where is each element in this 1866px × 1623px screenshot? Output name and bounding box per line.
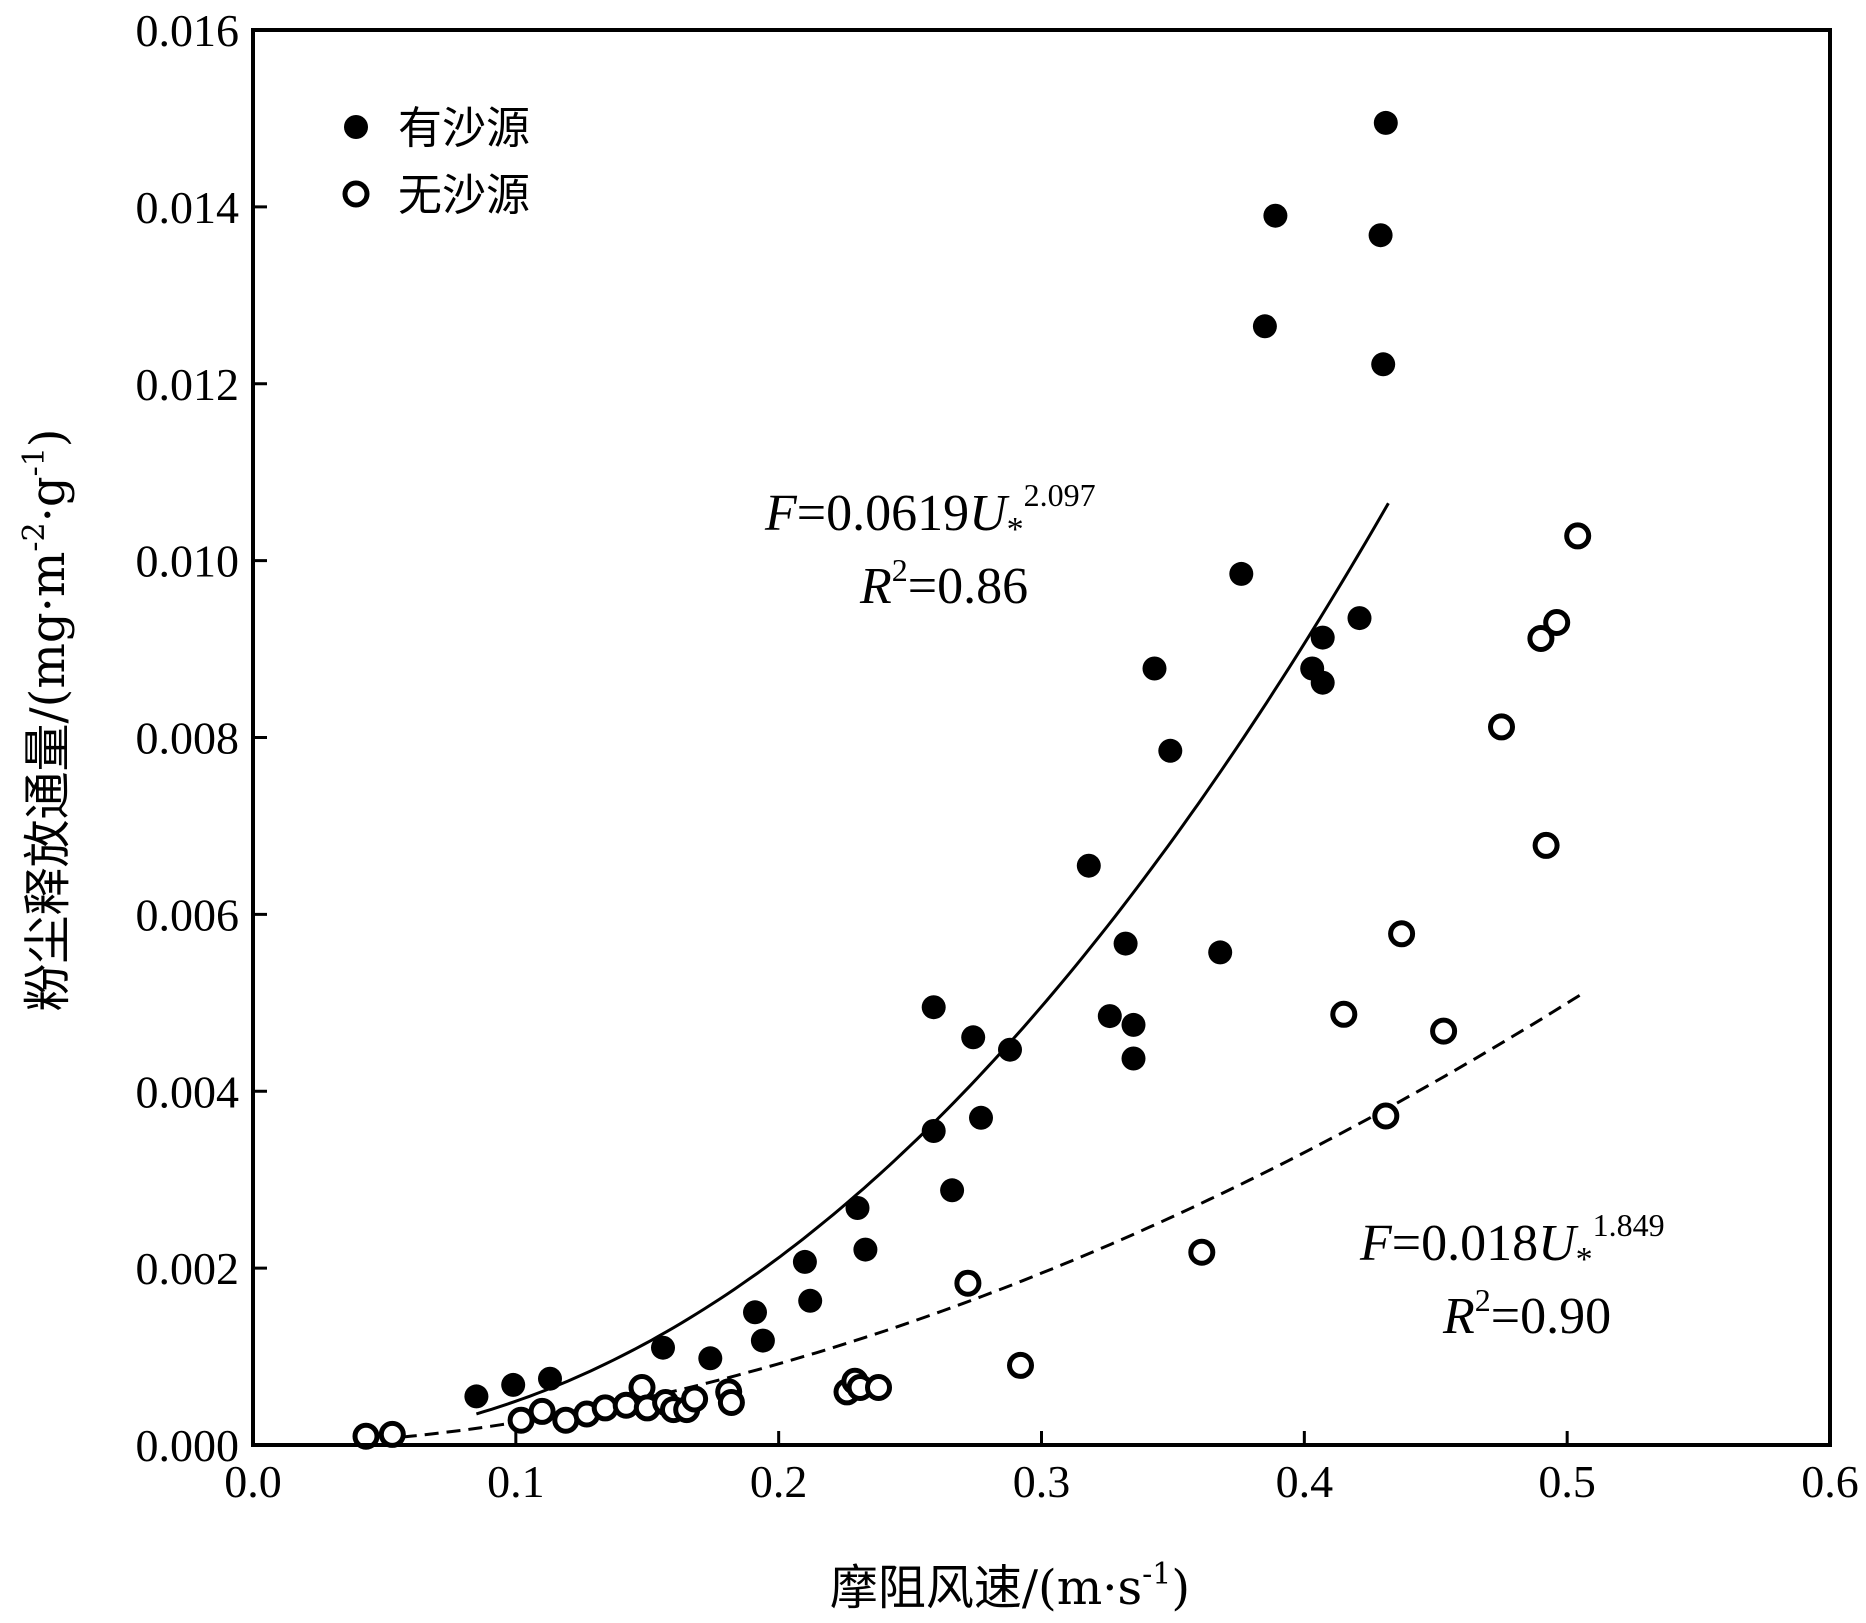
data-point-series-2	[1488, 713, 1515, 741]
data-point-series-2	[528, 1397, 556, 1425]
data-point-series-1	[940, 1178, 965, 1203]
x-tick-label: 0.3	[1013, 1456, 1071, 1507]
y-tick-label: 0.010	[136, 536, 240, 587]
data-point-series-1	[1310, 625, 1335, 650]
y-tick-label: 0.016	[136, 5, 240, 56]
y-tick-label: 0.012	[136, 359, 240, 410]
data-point-series-2	[1188, 1238, 1216, 1266]
data-point-series-1	[1113, 931, 1138, 956]
data-point-series-1	[538, 1366, 562, 1391]
data-point-series-2	[717, 1389, 745, 1416]
data-point-series-2	[681, 1385, 709, 1413]
data-point-series-1	[961, 1025, 986, 1050]
data-point-series-2	[1532, 831, 1560, 859]
data-point-series-1	[921, 995, 946, 1020]
data-point-series-1	[1347, 606, 1372, 631]
fit-curve-1	[475, 502, 1390, 1416]
data-point-series-1	[1252, 314, 1277, 339]
data-point-series-2	[1430, 1017, 1458, 1045]
data-point-series-1	[998, 1037, 1022, 1062]
data-point-series-2	[1543, 609, 1571, 636]
data-point-series-1	[845, 1196, 870, 1220]
data-point-series-1	[921, 1119, 946, 1143]
data-point-series-1	[1263, 203, 1288, 228]
data-point-series-1	[651, 1335, 675, 1360]
data-point-series-2	[1007, 1351, 1034, 1379]
y-tick-label: 0.000	[136, 1420, 240, 1471]
data-point-series-1	[464, 1384, 489, 1409]
x-tick-label: 0.2	[750, 1456, 808, 1507]
y-tick-label: 0.006	[136, 889, 240, 940]
fit-equation-1-formula: F=0.0619U*2.097	[764, 477, 1096, 548]
data-point-series-2	[1388, 920, 1416, 948]
data-point-series-1	[1121, 1046, 1146, 1071]
fit-equation-2-formula: F=0.018U*1.849	[1359, 1207, 1665, 1278]
data-point-series-1	[1158, 738, 1183, 763]
data-point-series-2	[1564, 522, 1592, 550]
data-point-series-2	[1330, 1000, 1358, 1028]
data-point-series-1	[853, 1237, 878, 1262]
data-point-series-2	[352, 1422, 380, 1450]
x-tick-label: 0.0	[224, 1456, 282, 1507]
data-point-series-1	[1121, 1012, 1146, 1037]
y-tick-label: 0.014	[136, 182, 240, 233]
data-point-series-1	[792, 1249, 817, 1274]
y-axis-label: 粉尘释放通量/(mg·m-2·g-1)	[17, 428, 76, 1011]
data-point-series-1	[750, 1328, 775, 1353]
data-point-series-2	[1527, 625, 1555, 652]
y-tick-label: 0.008	[136, 713, 240, 764]
data-point-series-1	[1371, 352, 1396, 377]
data-point-series-2	[865, 1374, 892, 1401]
data-point-series-1	[1368, 223, 1393, 248]
data-point-series-1	[1097, 1004, 1122, 1029]
x-axis-label: 摩阻风速/(m·s-1)	[830, 1557, 1190, 1616]
legend-label-series-1: 有沙源	[398, 103, 530, 154]
data-point-series-2	[378, 1420, 406, 1448]
x-tick-label: 0.5	[1538, 1456, 1596, 1507]
legend-marker-filled	[344, 115, 368, 139]
data-point-series-2	[591, 1394, 619, 1422]
legend-marker-open	[342, 180, 370, 208]
fit-curves	[402, 502, 1584, 1439]
data-point-series-1	[969, 1105, 993, 1130]
data-point-series-1	[1310, 670, 1335, 695]
x-tick-label: 0.4	[1276, 1456, 1334, 1507]
data-point-series-1	[1076, 853, 1101, 878]
fit-equation-2-r2: R2=0.90	[1442, 1282, 1611, 1345]
legend: 有沙源 无沙源	[342, 103, 530, 221]
fit-equation-1-r2: R2=0.86	[859, 552, 1028, 615]
fit-equation-2: F=0.018U*1.849 R2=0.90	[1359, 1207, 1665, 1345]
data-point-series-1	[1208, 940, 1233, 965]
data-point-series-2	[1372, 1102, 1400, 1130]
data-point-series-1	[698, 1346, 723, 1371]
y-tick-label: 0.002	[136, 1243, 240, 1294]
data-point-series-1	[1142, 656, 1167, 681]
data-point-series-1	[743, 1300, 767, 1325]
axis-ticks: 0.0 0.1 0.2 0.3 0.4 0.5 0.6 0.000 0.002 0.004 0.00…	[136, 5, 1859, 1507]
data-point-series-1	[798, 1288, 823, 1313]
fit-equation-1: F=0.0619U*2.097 R2=0.86	[764, 477, 1096, 615]
y-tick-label: 0.004	[136, 1066, 240, 1117]
legend-label-series-2: 无沙源	[398, 170, 530, 221]
x-tick-label: 0.6	[1801, 1456, 1859, 1507]
data-point-series-1	[1229, 561, 1254, 586]
data-points	[352, 110, 1592, 1450]
data-point-series-1	[1373, 110, 1398, 135]
data-point-series-1	[501, 1372, 526, 1397]
data-point-series-2	[954, 1269, 982, 1297]
x-tick-label: 0.1	[487, 1456, 545, 1507]
